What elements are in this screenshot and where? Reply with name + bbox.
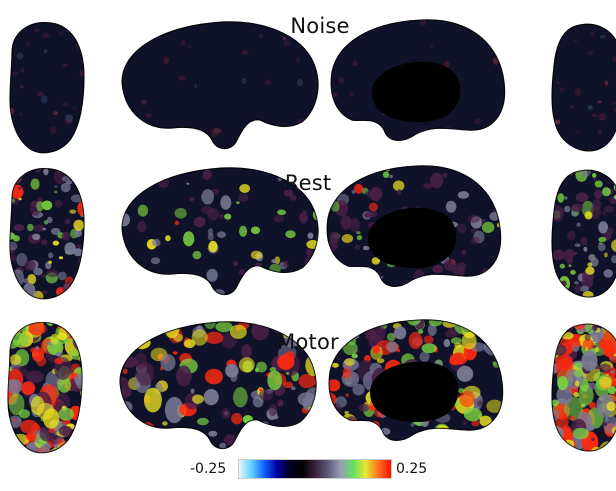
brain-surface-motor-lateral-right (551, 323, 616, 452)
colorbar-min-label: -0.25 (190, 461, 227, 477)
brain-surface-motor-medial-right (328, 319, 504, 441)
row-noise (9, 19, 616, 154)
brain-surface-motor-lateral-left (7, 321, 83, 454)
brain-surface-rest-lateral-right (551, 169, 616, 298)
row-title-rest: Rest (284, 171, 332, 195)
brain-surface-noise-lateral-right (551, 23, 616, 152)
row-title-noise: Noise (290, 14, 350, 38)
brain-surface-rest-medial-right (326, 165, 502, 287)
row-motor (7, 319, 616, 454)
row-title-motor: Motor (277, 330, 339, 354)
brain-surface-rest-lateral-left (9, 167, 85, 300)
colorbar (238, 459, 392, 479)
brain-surface-noise-lateral-left (9, 21, 85, 154)
colorbar-max-label: 0.25 (396, 461, 428, 477)
brain-surface-noise-medial-left (121, 21, 319, 150)
brain-surface-noise-medial-right (330, 19, 506, 141)
